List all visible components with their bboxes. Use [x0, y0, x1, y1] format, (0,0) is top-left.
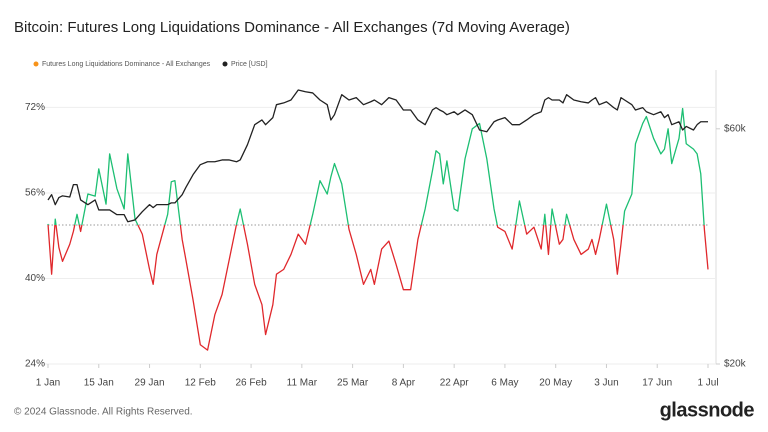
dominance-line [47, 107, 709, 351]
x-tick-label: 1 Jan [36, 378, 60, 389]
price-line [47, 89, 708, 223]
y2-tick-label: $20k [724, 359, 747, 370]
x-tick-label: 25 Mar [337, 378, 369, 389]
y-tick-label: 40% [25, 273, 45, 284]
y-tick-label: 72% [25, 102, 45, 113]
brand-logo: glassnode [660, 399, 755, 421]
x-tick-label: 26 Feb [236, 378, 268, 389]
footer: © 2024 Glassnode. All Rights Reserved. [14, 407, 193, 418]
x-tick-label: 15 Jan [84, 378, 114, 389]
y-tick-label: 56% [25, 188, 45, 199]
x-tick-label: 3 Jun [594, 378, 618, 389]
x-tick-label: 20 May [539, 378, 572, 389]
x-tick-label: 17 Jun [642, 378, 672, 389]
legend-label: Price [USD] [231, 61, 268, 68]
y2-tick-label: $60k [724, 123, 747, 134]
y-tick-label: 24% [25, 359, 45, 370]
x-tick-label: 8 Apr [392, 378, 416, 389]
legend-label: Futures Long Liquidations Dominance - Al… [42, 61, 211, 68]
x-tick-label: 29 Jan [135, 378, 165, 389]
x-tick-label: 11 Mar [287, 378, 318, 389]
x-tick-label: 22 Apr [440, 378, 470, 389]
x-tick-label: 12 Feb [185, 378, 217, 389]
chart-title: Bitcoin: Futures Long Liquidations Domin… [14, 19, 570, 36]
x-tick-label: 6 May [491, 378, 518, 389]
x-tick-label: 1 Jul [697, 378, 718, 389]
legend-marker [222, 61, 228, 67]
legend-marker [33, 61, 39, 67]
